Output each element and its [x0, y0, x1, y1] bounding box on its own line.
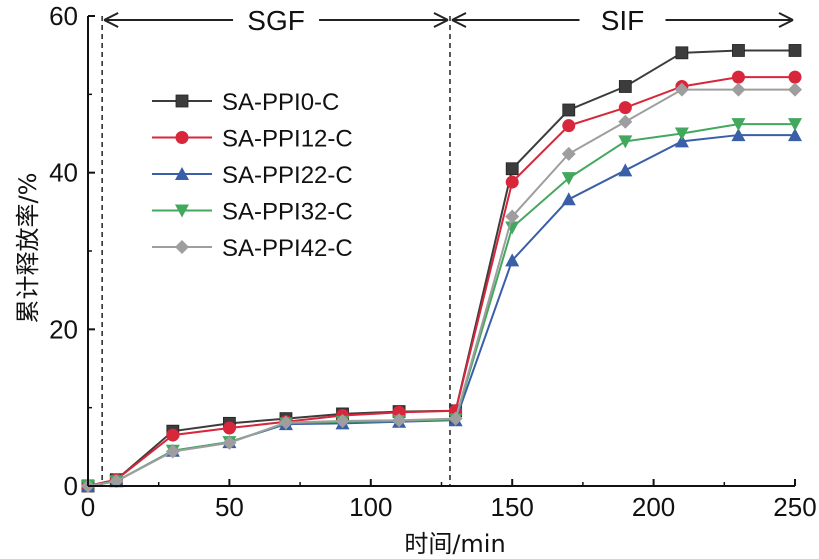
data-point: [618, 80, 632, 93]
legend-marker: [175, 94, 189, 108]
legend-marker: [175, 131, 189, 144]
legend-item: SA-PPI12-C: [152, 126, 353, 153]
x-tick-label: 200: [632, 492, 675, 522]
phase-layer: SGF SIF: [101, 5, 794, 486]
data-point: [731, 118, 746, 132]
series-2: [81, 128, 802, 492]
data-point: [788, 70, 802, 84]
data-point: [222, 421, 236, 435]
series-layer: [81, 44, 802, 493]
legend: SA-PPI0-C SA-PPI12-C SA-PPI22-C SA-PPI32-C S…: [152, 89, 353, 262]
series-line: [87, 76, 795, 487]
data-point: [788, 118, 802, 132]
data-point: [788, 44, 802, 57]
data-point: [505, 175, 519, 189]
data-point: [618, 114, 633, 129]
data-point: [222, 435, 237, 450]
data-point: [674, 82, 689, 97]
data-point: [448, 411, 463, 426]
data-point: [561, 192, 576, 206]
data-point: [166, 428, 180, 442]
legend-marker: [175, 204, 189, 218]
legend-marker: [175, 240, 189, 254]
legend-marker: [175, 167, 189, 180]
data-point: [731, 70, 745, 84]
y-axis-title: 累计释放率/%: [14, 173, 42, 324]
data-point: [109, 474, 124, 489]
legend-label: SA-PPI22-C: [222, 162, 353, 189]
data-point: [505, 221, 520, 235]
phase-label: SGF: [247, 5, 305, 36]
series-0: [81, 44, 802, 493]
data-point: [675, 46, 689, 60]
x-tick-label: 150: [491, 492, 534, 522]
data-point: [505, 209, 520, 224]
y-tick-label: 20: [49, 314, 78, 344]
data-point: [788, 82, 802, 97]
series-line: [87, 88, 795, 487]
data-point: [505, 253, 520, 267]
data-point: [674, 127, 689, 141]
y-tick-label: 0: [64, 471, 78, 501]
data-point: [788, 128, 802, 142]
data-point: [618, 135, 633, 149]
data-point: [561, 146, 576, 161]
data-point: [562, 103, 576, 117]
phase-arrow-head: [778, 12, 794, 28]
data-point: [165, 444, 180, 459]
data-point: [731, 128, 746, 142]
data-point: [562, 119, 576, 133]
axes-layer: 0 50 100 150 200 250 0 20 40 60: [49, 1, 817, 522]
data-point: [618, 163, 633, 177]
series-4: [81, 82, 802, 493]
y-tick-label: 40: [49, 158, 78, 188]
legend-label: SA-PPI0-C: [222, 89, 339, 116]
legend-label: SA-PPI12-C: [222, 126, 353, 153]
data-point: [505, 162, 519, 176]
x-tick-label: 250: [773, 492, 816, 522]
data-point: [732, 44, 745, 57]
data-point: [731, 82, 746, 97]
x-tick-label: 0: [81, 492, 95, 522]
legend-label: SA-PPI42-C: [222, 235, 353, 262]
x-tick-label: 100: [349, 492, 392, 522]
legend-label: SA-PPI32-C: [222, 199, 353, 226]
phase-arrow-head: [433, 12, 449, 28]
x-tick-label: 50: [215, 492, 244, 522]
phase-label: SIF: [601, 5, 645, 36]
data-point: [561, 172, 576, 186]
phase-arrow-head: [451, 12, 467, 28]
x-axis-title: 时间/min: [404, 530, 505, 558]
legend-item: SA-PPI42-C: [152, 235, 353, 262]
data-point: [278, 415, 293, 430]
phase-arrow-head: [103, 12, 119, 28]
legend-item: SA-PPI32-C: [152, 199, 353, 226]
legend-item: SA-PPI22-C: [152, 162, 353, 189]
legend-item: SA-PPI0-C: [152, 89, 339, 116]
data-point: [674, 134, 689, 148]
y-tick-label: 60: [49, 1, 78, 31]
data-point: [335, 413, 350, 428]
data-point: [618, 101, 632, 115]
data-point: [392, 413, 407, 428]
